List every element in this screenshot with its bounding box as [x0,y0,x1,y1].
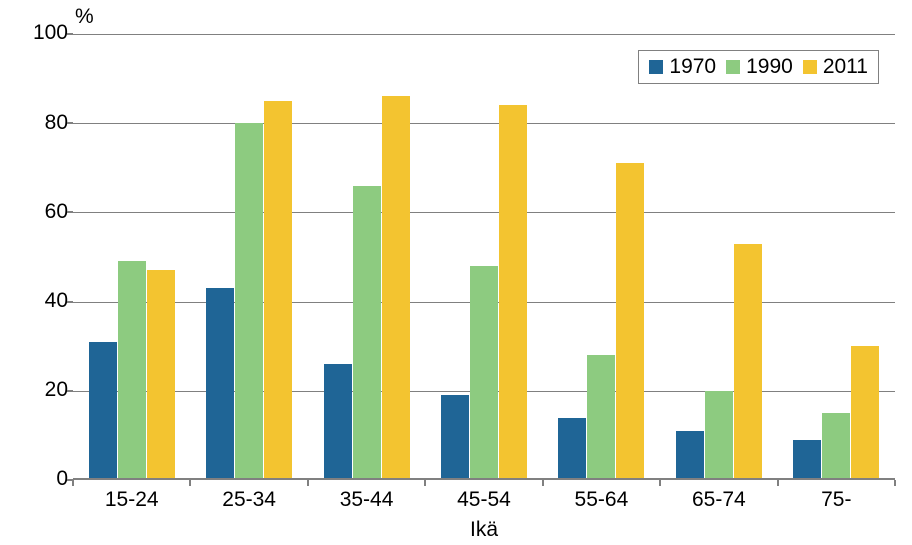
plot-area [73,34,895,480]
x-axis-baseline [73,478,895,480]
bar [558,418,586,480]
legend-swatch [803,60,817,74]
gridline [73,34,895,35]
legend-swatch [726,60,740,74]
bar [441,395,469,480]
x-tick-label: 55-64 [543,488,660,512]
y-axis-unit-label: % [75,5,94,29]
y-tick-label: 0 [13,467,68,491]
bar [705,391,733,480]
x-axis-tick [424,480,426,486]
x-axis-tick [659,480,661,486]
x-tick-label: 15-24 [73,488,190,512]
bar [616,163,644,480]
x-axis-tick [72,480,74,486]
legend-label: 2011 [823,55,868,79]
x-axis-tick [542,480,544,486]
bar [89,342,117,480]
bar [235,123,263,480]
legend-item: 2011 [803,55,868,79]
legend-item: 1990 [726,55,793,79]
bar [206,288,234,480]
x-tick-label: 45-54 [425,488,542,512]
x-tick-label: 35-44 [308,488,425,512]
bar [587,355,615,480]
bar [382,96,410,480]
y-axis-tick [67,33,73,35]
bar [734,244,762,480]
x-axis-tick [307,480,309,486]
legend-label: 1970 [669,55,716,79]
bar [822,413,850,480]
y-tick-label: 40 [13,289,68,313]
y-axis-tick [67,301,73,303]
bar [353,186,381,480]
legend-swatch [649,60,663,74]
y-tick-label: 20 [13,378,68,402]
bar [851,346,879,480]
gridline [73,123,895,124]
x-tick-label: 65-74 [660,488,777,512]
y-axis-tick [67,211,73,213]
y-tick-label: 60 [13,200,68,224]
bar [793,440,821,480]
bar [324,364,352,480]
bar [118,261,146,480]
y-tick-label: 80 [13,111,68,135]
x-axis-tick [189,480,191,486]
x-axis-title: Ikä [73,518,895,542]
y-axis-tick [67,122,73,124]
legend: 1970 1990 2011 [638,50,879,84]
bar [264,101,292,480]
bar [499,105,527,480]
x-axis-tick [894,480,896,486]
legend-label: 1990 [746,55,793,79]
bar [676,431,704,480]
x-axis-tick [777,480,779,486]
y-tick-label: 100 [13,21,68,45]
x-tick-label: 25-34 [190,488,307,512]
gridline [73,212,895,213]
bar [147,270,175,480]
chart-container: % 0 20 40 60 80 100 15-2425-3435-4445-5455-64… [0,0,912,545]
bar [470,266,498,480]
y-axis-tick [67,390,73,392]
x-tick-label: 75- [778,488,895,512]
legend-item: 1970 [649,55,716,79]
